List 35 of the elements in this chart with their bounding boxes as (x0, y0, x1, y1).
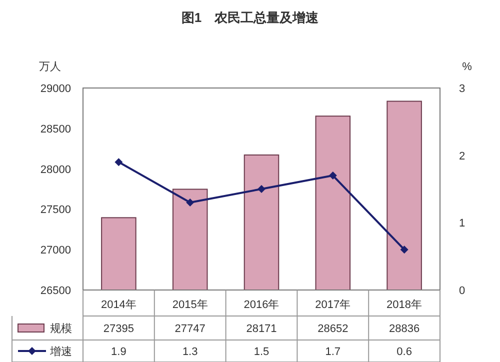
data-label: 1.9 (111, 346, 126, 358)
x-tick-label: 2016年 (244, 299, 280, 311)
x-tick-label: 2014年 (100, 299, 136, 311)
y2-tick-label: 0 (458, 285, 466, 297)
point (328, 172, 337, 180)
point (258, 185, 266, 193)
data-label: 28171 (246, 323, 277, 335)
chart-title: 图1 农民工总量及增速 (181, 10, 320, 25)
data-label: 27747 (174, 323, 206, 335)
y2-tick-label: 3 (458, 83, 466, 95)
y-tick-label: 28000 (40, 164, 71, 176)
data-label: 1.7 (325, 346, 341, 358)
y-tick-label: 29000 (40, 83, 71, 95)
y-tick-label: 26500 (40, 285, 71, 297)
y-axis-title: 万人 (39, 61, 61, 73)
data-label: 1.5 (254, 346, 270, 358)
y2-tick-label: 1 (458, 218, 466, 230)
y-tick-label: 28500 (40, 123, 71, 136)
data-label: 1.3 (182, 346, 198, 358)
legend-label: 增速 (49, 345, 72, 358)
point (186, 198, 194, 206)
y2-tick-label: 2 (458, 150, 466, 162)
data-label: 0.6 (396, 346, 412, 358)
data-label: 28836 (389, 323, 420, 335)
x-tick-label: 2018年 (386, 299, 422, 311)
data-label: 28652 (318, 323, 348, 335)
y2-axis-title: % (462, 61, 472, 73)
x-tick-label: 2017年 (315, 299, 351, 311)
point (400, 246, 408, 254)
y-tick-label: 27000 (40, 244, 71, 257)
legend-label: 规模 (50, 323, 72, 335)
x-tick-label: 2015年 (172, 299, 208, 311)
data-label: 27395 (103, 323, 134, 335)
y-tick-label: 27500 (40, 204, 71, 216)
point (114, 158, 123, 166)
